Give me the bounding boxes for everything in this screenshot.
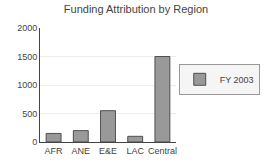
svg-text:1000: 1000 [17, 80, 37, 90]
svg-text:1500: 1500 [17, 52, 37, 62]
svg-text:E&E: E&E [99, 146, 117, 156]
svg-text:2000: 2000 [17, 23, 37, 33]
svg-text:Central: Central [148, 146, 177, 156]
svg-text:500: 500 [22, 109, 37, 119]
svg-text:ANE: ANE [72, 146, 91, 156]
svg-text:LAC: LAC [126, 146, 144, 156]
svg-text:0: 0 [32, 137, 37, 147]
svg-text:AFR: AFR [45, 146, 64, 156]
svg-text:Funding Attribution by Region: Funding Attribution by Region [64, 3, 208, 15]
svg-text:FY 2003: FY 2003 [220, 75, 254, 85]
